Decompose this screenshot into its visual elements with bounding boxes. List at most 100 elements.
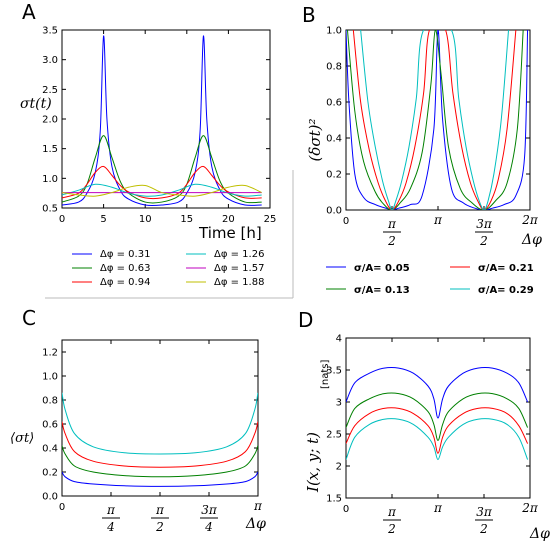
x-tick-text: 2π (521, 501, 539, 515)
x-tick-denominator: 2 (155, 520, 164, 534)
series-line-c-2 (62, 421, 258, 468)
legend-b-entry: σ/A= 0.21 (478, 263, 534, 274)
panel-c-xlabel: Δφ (245, 516, 266, 532)
x-tick-label: 15 (180, 214, 193, 225)
y-tick-label: 0.4 (42, 444, 58, 455)
panel-a-ylabel: σt(t) (20, 96, 52, 112)
x-tick-numerator: 3π (201, 503, 218, 517)
panel-label-b: B (302, 3, 316, 27)
series-line-d-1 (346, 392, 529, 441)
series-line-a-0 (62, 35, 262, 207)
y-tick-label: 1.0 (42, 372, 58, 383)
plot-layers: 0 5 10 15 20 250.51.01.52.02.53.03.50 π2π 3π22π… (42, 26, 539, 537)
legend-b-entry: σ/A= 0.29 (478, 285, 534, 296)
x-tick-denominator: 4 (106, 520, 115, 534)
x-tick-text: 5 (100, 214, 106, 225)
x-tick-label: 25 (264, 214, 277, 225)
panel-a-axes-frame (61, 29, 271, 209)
y-tick-label: 0.0 (42, 492, 58, 503)
x-tick-label: 10 (139, 214, 152, 225)
x-tick-text: 25 (264, 214, 277, 225)
x-tick-label: π (253, 499, 263, 513)
panel-label-d: D (298, 308, 313, 332)
x-tick-numerator: π (155, 503, 165, 517)
y-tick-label: 3.5 (326, 366, 342, 377)
y-tick-label: 0.5 (42, 204, 58, 215)
y-tick-label: 4 (336, 334, 342, 345)
panel-a-plot: 0 5 10 15 20 25 0.5 1.0 1.5 2.0 2.5 3.0 3.5 (42, 26, 276, 226)
y-tick-label: 1.0 (42, 174, 58, 185)
panel-a-legend: Δφ = 0.31 Δφ = 0.63 Δφ = 0.94 Δφ = 1.26 Δφ =… (72, 249, 264, 288)
x-tick-text: 0 (59, 214, 65, 225)
x-tick-numerator: π (387, 217, 397, 231)
legend-a-entry: Δφ = 1.26 (214, 249, 264, 260)
panel-a-series-group (62, 35, 262, 207)
panel-label-c: C (22, 306, 36, 330)
panel-b-ylabel: (δσt)² (306, 118, 324, 161)
x-tick-label: 3π2 (475, 217, 494, 248)
legend-a-entry: Δφ = 0.31 (100, 249, 150, 260)
x-tick-label: 0 (343, 504, 349, 515)
series-line-b-0 (346, 30, 529, 210)
y-tick-label: 1.0 (326, 26, 342, 37)
series-line-a-5 (62, 184, 262, 197)
panel-b-xlabel: Δφ (521, 232, 542, 248)
x-tick-text: π (433, 501, 443, 515)
series-line-a-3 (62, 183, 262, 197)
panel-d-yunit: [nats] (320, 360, 331, 389)
panel-b-legend: σ/A= 0.05 σ/A= 0.21 σ/A= 0.13 σ/A= 0.29 (326, 263, 534, 296)
legend-a-entry: Δφ = 0.63 (100, 263, 150, 274)
series-line-c-0 (62, 471, 258, 487)
y-tick-label: 0.4 (326, 134, 342, 145)
x-tick-label: π (433, 213, 443, 227)
series-line-c-3 (62, 392, 258, 455)
x-tick-label: 5 (100, 214, 106, 225)
panel-b-series-group (346, 30, 529, 210)
y-tick-label: 2.0 (42, 115, 58, 126)
y-tick-label: 0.6 (42, 420, 58, 431)
y-tick-label: 1.5 (326, 494, 342, 505)
series-line-a-1 (62, 135, 262, 204)
y-tick-label: 1.2 (42, 348, 58, 359)
panel-c-series-group (62, 392, 258, 487)
x-tick-label: 0 (59, 214, 65, 225)
series-line-d-0 (346, 366, 529, 419)
x-tick-numerator: 3π (476, 505, 493, 519)
y-tick-label: 2.5 (326, 430, 342, 441)
y-tick-label: 0.2 (42, 468, 58, 479)
legend-a-entry: Δφ = 0.94 (100, 277, 150, 288)
x-tick-label: 0 (343, 216, 349, 227)
x-tick-text: 2π (521, 213, 539, 227)
y-tick-label: 3.5 (42, 26, 58, 37)
x-tick-text: 10 (139, 214, 152, 225)
y-tick-label: 0.0 (326, 206, 342, 217)
x-tick-denominator: 2 (387, 234, 396, 248)
x-tick-label: 3π2 (475, 505, 494, 536)
x-tick-text: 0 (343, 504, 349, 515)
series-line-d-3 (346, 418, 529, 461)
x-tick-denominator: 4 (204, 520, 213, 534)
series-line-b-3 (360, 30, 510, 210)
legend-a-entry: Δφ = 1.57 (214, 263, 264, 274)
y-tick-label: 3 (336, 398, 342, 409)
panel-b-axes-frame (345, 29, 531, 211)
x-tick-denominator: 2 (387, 522, 396, 536)
series-line-b-2 (352, 30, 517, 210)
x-tick-text: 15 (180, 214, 193, 225)
y-tick-label: 0.8 (326, 62, 342, 73)
y-tick-label: 2 (336, 462, 342, 473)
x-tick-label: 2π (521, 501, 539, 515)
legend-b-entry: σ/A= 0.05 (354, 263, 410, 274)
x-tick-denominator: 2 (479, 522, 488, 536)
legend-a-entry: Δφ = 1.88 (214, 277, 264, 288)
y-tick-label: 3.0 (42, 55, 58, 66)
x-tick-label: π4 (102, 503, 120, 534)
y-tick-label: 0.2 (326, 170, 342, 181)
x-tick-text: 20 (222, 214, 235, 225)
x-tick-label: 3π4 (200, 503, 218, 534)
panel-d-ylabel: I(x, y; t) (304, 432, 322, 493)
